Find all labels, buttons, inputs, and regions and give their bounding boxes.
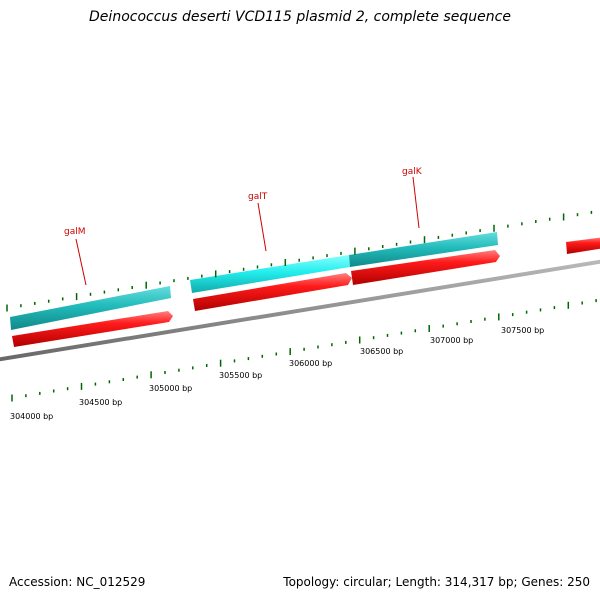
topology-summary: Topology: circular; Length: 314,317 bp; …: [283, 575, 590, 589]
scale-label: 307000 bp: [430, 336, 473, 345]
gene-arrow[interactable]: [566, 237, 600, 254]
scale-label: 304000 bp: [10, 412, 53, 421]
tick-row-upper: [6, 210, 593, 312]
gene-label-galM: galM: [64, 227, 86, 237]
scale-label: 306000 bp: [289, 359, 332, 368]
gene-arrow[interactable]: [351, 250, 500, 285]
scale-label: 305500 bp: [219, 371, 262, 380]
gene-arrow[interactable]: [12, 311, 173, 347]
backbone: [0, 259, 600, 362]
tick-row-lower: [11, 299, 597, 402]
scale-label: 305000 bp: [149, 384, 192, 393]
gene-label-galK: galK: [402, 167, 423, 177]
scale-labels: 304000 bp 304500 bp 305000 bp 305500 bp …: [10, 326, 544, 421]
scale-label: 304500 bp: [79, 398, 122, 407]
scale-label: 307500 bp: [501, 326, 544, 335]
scale-label: 306500 bp: [360, 347, 403, 356]
gene-leaders: [75, 176, 420, 286]
cds-bar-galT[interactable]: [190, 255, 350, 293]
gene-arrow[interactable]: [193, 273, 352, 311]
cds-bar-galM[interactable]: [10, 286, 171, 330]
map-title: Deinococcus deserti VCD115 plasmid 2, co…: [89, 9, 511, 25]
accession-text: Accession: NC_012529: [9, 575, 146, 589]
cds-bar-galK[interactable]: [349, 232, 498, 267]
gene-label-galT: galT: [248, 192, 268, 202]
gene-labels: galM galT galK: [64, 167, 423, 237]
